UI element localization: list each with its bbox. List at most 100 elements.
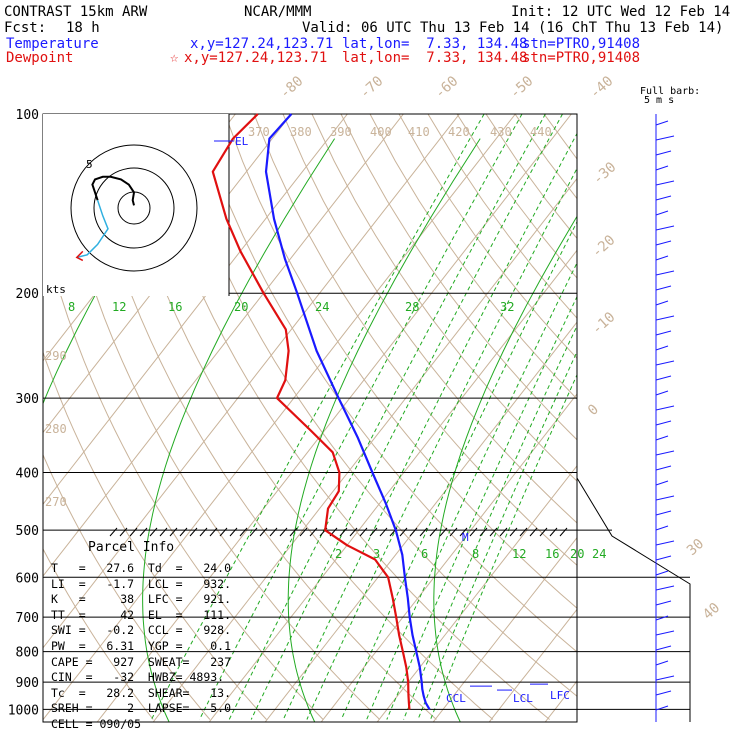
freezing-level-hatch (429, 527, 438, 537)
isotherm-label: 30 (684, 536, 707, 559)
dry-adiabat-line (195, 114, 577, 653)
mixing-ratio-label: 12 (112, 300, 126, 314)
wind-barb (655, 480, 669, 486)
wind-barb (655, 555, 672, 561)
dry-adiabat-line (108, 114, 494, 720)
wind-barb (655, 570, 669, 576)
moist-adiabat-line (142, 138, 336, 722)
isotherm-line (96, 114, 572, 722)
freezing-level-hatch (229, 527, 238, 537)
dewpoint-profile-line (211, 113, 411, 710)
parcel-info-row: PW = 6.31 YGP = 0.1 (51, 639, 232, 653)
wind-barb (655, 435, 669, 441)
isotherm-label: -80 (277, 73, 307, 102)
wind-barb (655, 180, 675, 186)
theta-label: 380 (290, 125, 312, 139)
isotherm-line (376, 465, 577, 722)
dry-adiabat-line (43, 350, 267, 720)
mixing-ratio-line (417, 350, 577, 720)
wind-barb (655, 285, 672, 291)
pressure-tick-label: 300 (16, 392, 39, 407)
freezing-level-hatch (499, 527, 508, 537)
parcel-info-row: CAPE = 927 SWEAT= 237 (51, 654, 232, 669)
mixing-ratio-line (430, 373, 577, 720)
wind-barb (655, 360, 675, 366)
dry-adiabat-line (514, 114, 577, 200)
dry-adiabat-line (485, 114, 577, 240)
pressure-tick-label: 500 (16, 524, 39, 539)
moist-adiabat-line (725, 139, 740, 722)
freezing-level-hatch (249, 527, 258, 537)
wind-barb (655, 390, 669, 396)
hodograph-trace-upper (91, 175, 136, 206)
freezing-level-hatch (449, 527, 458, 537)
theta-label: 410 (408, 125, 430, 139)
dewpoint-legend-label: Dewpoint (6, 50, 74, 66)
freezing-level-hatch (139, 527, 148, 537)
dry-adiabat-line (398, 114, 577, 360)
mixing-ratio-label: 8 (68, 300, 75, 314)
parcel-info-row: T = 27.6 Td = 24.0 (51, 561, 232, 575)
freezing-level-hatch (339, 527, 348, 537)
pressure-tick-label: 1000 (8, 703, 39, 718)
wind-barb (655, 540, 675, 546)
freezing-level-hatch (529, 527, 538, 537)
wind-barb (655, 705, 669, 711)
freezing-level-hatch (379, 527, 388, 537)
parcel-info-row: LI = -1.7 LCL = 932. (51, 576, 232, 591)
hodograph-unit-label: kts (46, 283, 66, 296)
pressure-tick-label: 800 (16, 646, 39, 661)
wind-barb (655, 600, 672, 606)
wind-barb (655, 465, 672, 471)
moist-adiabat-line (43, 138, 44, 141)
isotherm-line (208, 249, 577, 722)
mixing-ratio-label: 32 (500, 300, 514, 314)
theta-label: 280 (45, 422, 67, 436)
theta-label: 400 (370, 125, 392, 139)
freezing-level-hatch (299, 527, 308, 537)
wind-barb (655, 615, 669, 621)
mixing-ratio-label: 28 (405, 300, 419, 314)
dry-adiabat-line (340, 114, 577, 441)
model-name: CONTRAST 15km ARW (4, 4, 148, 20)
wind-barb (655, 405, 675, 411)
mixing-ratio-label: 20 (234, 300, 248, 314)
wind-barb (655, 450, 675, 456)
mixing-ratio-line (199, 114, 523, 720)
pressure-tick-label: 900 (16, 676, 39, 691)
parcel-info-row: K = 38 LFC = 921. (51, 592, 232, 607)
dewpoint-legend-stn: stn=PTRO,91408 (522, 50, 641, 66)
dry-adiabat-line (43, 229, 324, 720)
parcel-info-row: CELL = 090/05 (51, 717, 142, 731)
theta-label: 390 (330, 125, 352, 139)
freezing-level-hatch (509, 527, 518, 537)
center-name: NCAR/MMM (244, 4, 312, 20)
wind-barb (655, 135, 675, 141)
wind-barb (655, 345, 669, 351)
theta-label: 290 (45, 349, 67, 363)
mixing-ratio-line (366, 261, 577, 720)
hodograph-ring-label: 5 (86, 158, 93, 171)
dewpoint-legend-xy: x,y=127.24,123.71 (184, 50, 328, 66)
freezing-level-hatch (399, 527, 408, 537)
wind-barb (655, 300, 669, 306)
dry-adiabat-line (369, 114, 577, 400)
mixing-ratio-line (386, 295, 577, 720)
isotherm-line (152, 177, 577, 722)
isotherm-line (43, 114, 404, 577)
wind-barb (655, 150, 672, 156)
freezing-level-hatch (539, 527, 548, 537)
dewpoint-legend-latlon: lat,lon= 7.33, 134.48 (342, 50, 528, 66)
isotherm-label: -10 (589, 309, 619, 338)
parcel-info-row: SWI = -0.2 CCL = 928. (51, 623, 232, 638)
moist-adiabat-line (287, 138, 481, 722)
wind-barb (655, 195, 672, 201)
hodograph-ring (70, 144, 198, 272)
parcel-info-title: Parcel Info (88, 540, 175, 555)
temperature-profile-line (264, 113, 431, 710)
wind-barb (655, 165, 669, 171)
isotherm-label: -20 (589, 232, 619, 261)
wind-barb (655, 330, 672, 336)
isotherm-line (488, 608, 577, 722)
mixing-ratio-label: 3 (373, 547, 380, 561)
